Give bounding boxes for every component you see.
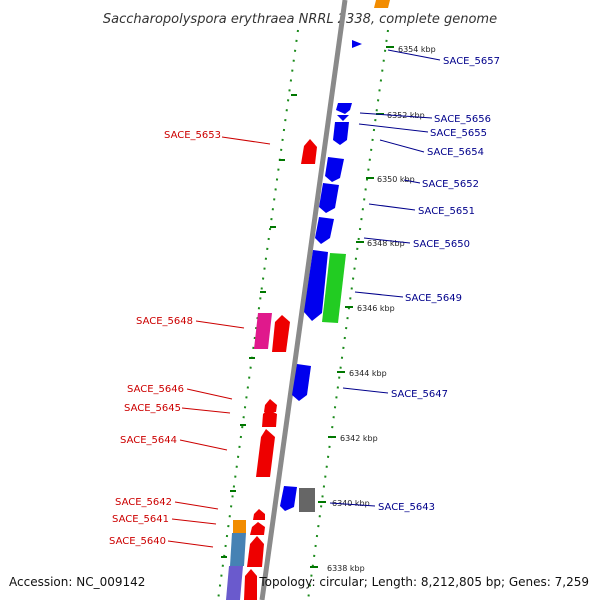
scale-label: 6340 kbp xyxy=(332,499,370,508)
gene-sace-5655[interactable] xyxy=(337,115,349,121)
gene-label[interactable]: SACE_5656 xyxy=(434,114,491,125)
reverse-genes xyxy=(226,139,317,600)
gene-label[interactable]: SACE_5652 xyxy=(422,179,479,190)
gene-label[interactable]: SACE_5651 xyxy=(418,206,475,217)
gene-sace-5640[interactable] xyxy=(247,536,264,567)
scale-label: 6352 kbp xyxy=(387,111,425,120)
gene-label[interactable]: SACE_5644 xyxy=(120,435,177,446)
gene-purple[interactable] xyxy=(226,566,243,600)
gene-label[interactable]: SACE_5653 xyxy=(164,130,221,141)
gene-orange[interactable] xyxy=(233,520,246,533)
gene-sace-5650[interactable] xyxy=(315,217,334,244)
gene-sace-5654[interactable] xyxy=(333,122,349,145)
scale-label: 6338 kbp xyxy=(327,564,365,573)
scale-label: 6346 kbp xyxy=(357,304,395,313)
gene-sace-5642[interactable] xyxy=(253,509,265,520)
leader-lines xyxy=(167,49,441,548)
gene-label[interactable]: SACE_5647 xyxy=(391,389,448,400)
gene-label[interactable]: SACE_5645 xyxy=(124,403,181,414)
gene-sace-5645[interactable] xyxy=(262,409,277,427)
gene-sace-5656[interactable] xyxy=(336,103,352,114)
gene-label[interactable]: SACE_5641 xyxy=(112,514,169,525)
gene-sace-5653[interactable] xyxy=(301,139,317,164)
gene-label[interactable]: SACE_5657 xyxy=(443,56,500,67)
minor-ticks xyxy=(221,94,297,558)
gene-sace-5651[interactable] xyxy=(319,183,339,213)
gene-label[interactable]: SACE_5655 xyxy=(430,128,487,139)
orange-gene-top[interactable] xyxy=(374,0,390,8)
gene-sace-5647[interactable] xyxy=(292,364,311,401)
scale-ticks: 6354 kbp 6352 kbp 6350 kbp 6348 kbp 6346… xyxy=(310,45,436,573)
gene-sace-5648[interactable] xyxy=(254,313,272,349)
scale-label: 6348 kbp xyxy=(367,239,405,248)
topology-text: Topology: circular; Length: 8,212,805 bp… xyxy=(258,575,589,589)
gene-sace-5652[interactable] xyxy=(325,157,344,182)
scale-label: 6350 kbp xyxy=(377,175,415,184)
gene-label[interactable]: SACE_5640 xyxy=(109,536,166,547)
genome-backbone xyxy=(259,0,348,600)
scale-label: 6344 kbp xyxy=(349,369,387,378)
gene-gray[interactable] xyxy=(299,488,315,512)
map-title: Saccharopolyspora erythraea NRRL 2338, c… xyxy=(103,12,497,27)
gene-sace-5641[interactable] xyxy=(250,522,265,535)
gene-label[interactable]: SACE_5654 xyxy=(427,147,484,158)
gene-sace-5657[interactable] xyxy=(352,40,362,48)
forward-genes xyxy=(280,0,390,512)
scale-label: 6354 kbp xyxy=(398,45,436,54)
gene-sace-5649[interactable] xyxy=(304,250,328,321)
gene-sace-5648b[interactable] xyxy=(272,315,290,352)
gene-sace-5646[interactable] xyxy=(264,399,277,412)
gene-label[interactable]: SACE_5649 xyxy=(405,293,462,304)
gene-label[interactable]: SACE_5650 xyxy=(413,239,470,250)
gene-sace-5644[interactable] xyxy=(256,429,275,477)
gene-sace-5643[interactable] xyxy=(280,486,297,511)
scale-label: 6342 kbp xyxy=(340,434,378,443)
accession-text: Accession: NC_009142 xyxy=(9,575,145,589)
gene-label[interactable]: SACE_5642 xyxy=(115,497,172,508)
gene-label[interactable]: SACE_5648 xyxy=(136,316,193,327)
gene-label[interactable]: SACE_5643 xyxy=(378,502,435,513)
gene-green[interactable] xyxy=(322,253,346,323)
gene-steel[interactable] xyxy=(230,533,246,566)
gene-red-bottom[interactable] xyxy=(244,569,257,600)
gene-label[interactable]: SACE_5646 xyxy=(127,384,184,395)
reverse-gene-labels: SACE_5653 SACE_5648 SACE_5646 SACE_5645 … xyxy=(109,130,221,547)
forward-gene-labels: SACE_5657 SACE_5656 SACE_5655 SACE_5654 … xyxy=(378,56,500,513)
